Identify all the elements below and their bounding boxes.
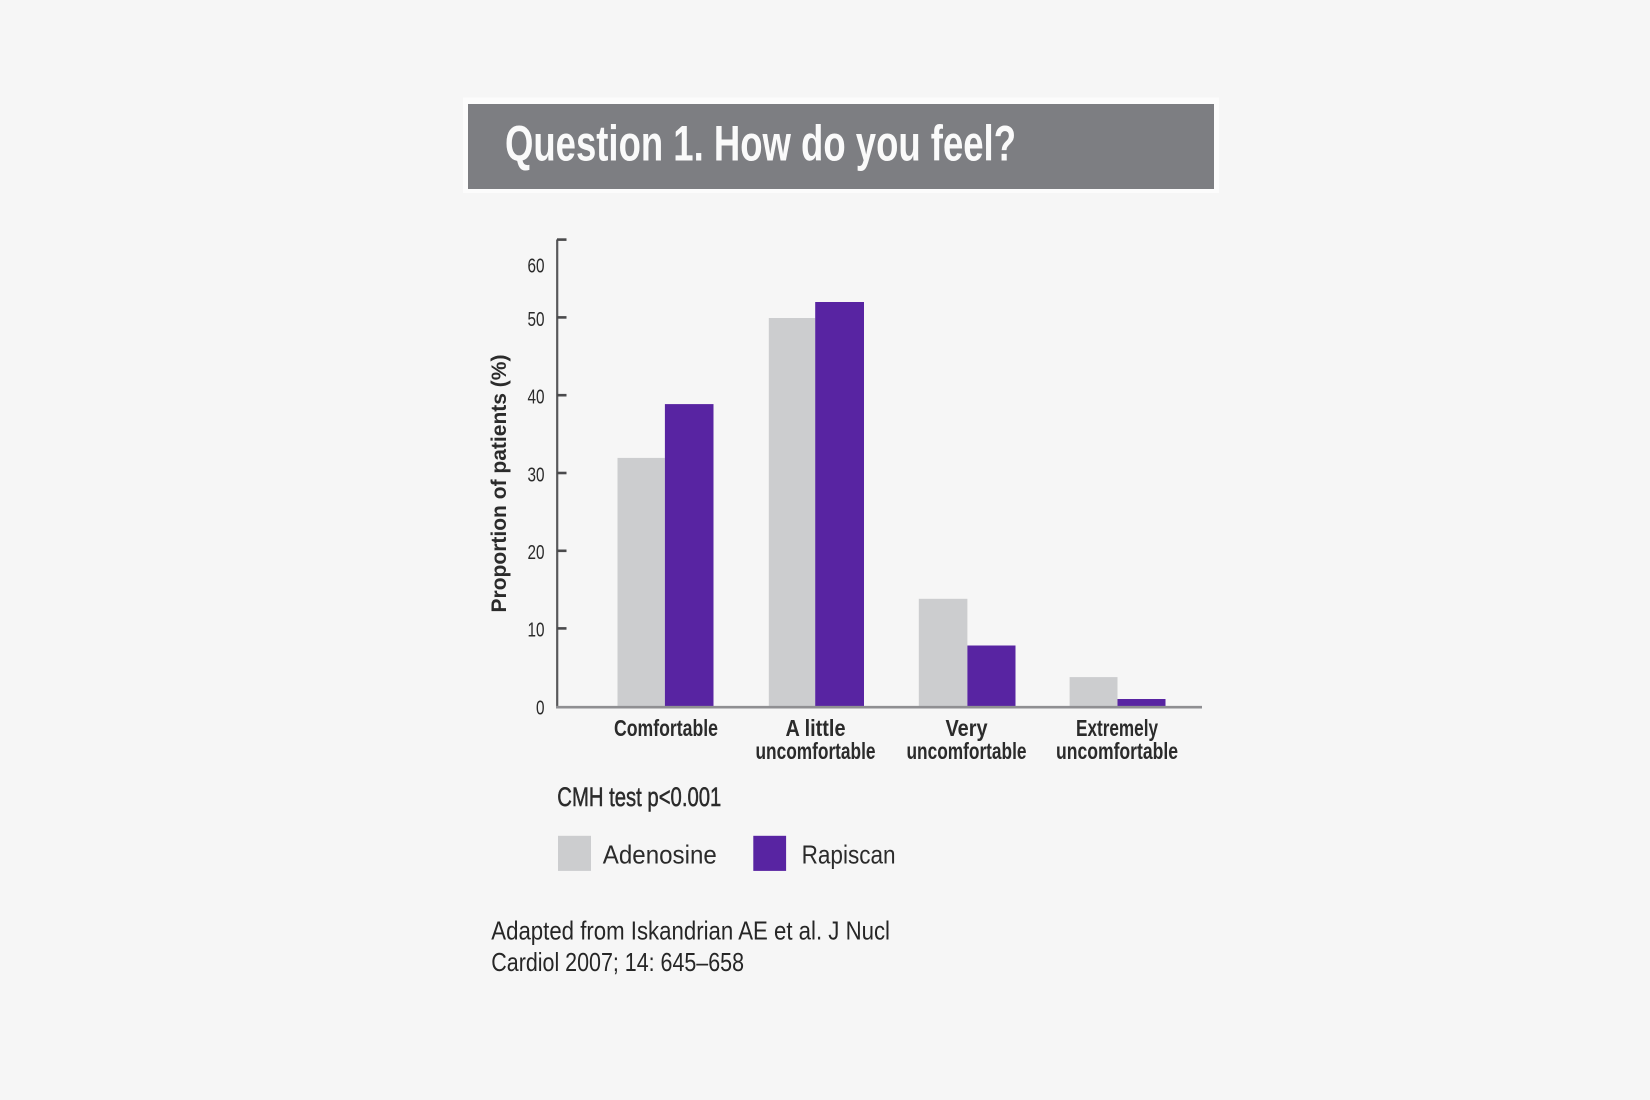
svg-text:Adenosine: Adenosine bbox=[603, 840, 717, 870]
svg-text:40: 40 bbox=[528, 387, 545, 409]
svg-text:uncomfortable: uncomfortable bbox=[756, 738, 876, 764]
svg-text:30: 30 bbox=[528, 464, 545, 486]
svg-text:60: 60 bbox=[528, 256, 545, 278]
svg-text:50: 50 bbox=[528, 309, 545, 331]
svg-text:CMH test p<0.001: CMH test p<0.001 bbox=[557, 782, 721, 812]
svg-text:Extremely: Extremely bbox=[1076, 715, 1158, 741]
svg-text:10: 10 bbox=[528, 619, 545, 641]
svg-text:A little: A little bbox=[786, 715, 846, 741]
svg-text:0: 0 bbox=[536, 698, 545, 720]
svg-text:Question 1. How do you feel?: Question 1. How do you feel? bbox=[505, 116, 1016, 172]
svg-text:Comfortable: Comfortable bbox=[614, 715, 718, 741]
svg-text:uncomfortable: uncomfortable bbox=[907, 738, 1027, 764]
svg-text:Proportion of patients (%): Proportion of patients (%) bbox=[488, 355, 511, 613]
svg-text:20: 20 bbox=[528, 542, 545, 564]
svg-text:Cardiol 2007; 14: 645–658: Cardiol 2007; 14: 645–658 bbox=[491, 947, 744, 977]
svg-text:uncomfortable: uncomfortable bbox=[1056, 738, 1178, 764]
svg-text:Very: Very bbox=[946, 715, 988, 741]
svg-text:Adapted from Iskandrian AE et: Adapted from Iskandrian AE et al. J Nucl bbox=[491, 915, 890, 945]
svg-text:Rapiscan: Rapiscan bbox=[802, 840, 896, 870]
